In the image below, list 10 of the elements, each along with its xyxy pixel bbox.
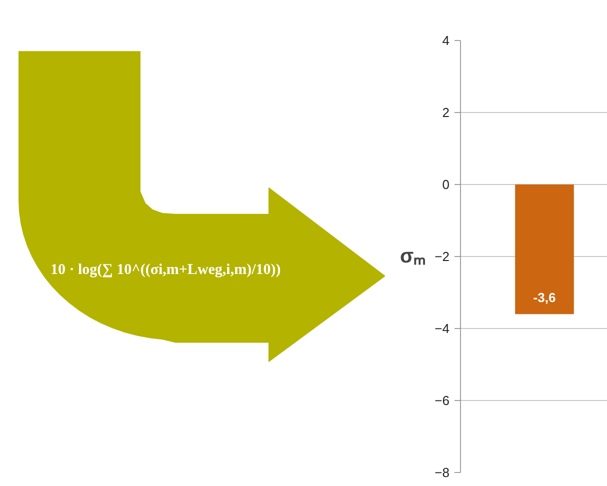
y-tick-label: −8 bbox=[434, 465, 450, 480]
y-axis-title: σₘ bbox=[400, 246, 426, 268]
data-label: -3,6 bbox=[533, 290, 556, 306]
text: 10 · log(∑ 10^((σi,m+Lweg,i,m)/10)) bbox=[50, 262, 281, 278]
y-tick-label: −2 bbox=[434, 249, 450, 264]
y-tick-label: −4 bbox=[434, 321, 450, 336]
y-tick-label: −6 bbox=[434, 393, 450, 408]
y-tick-label: 0 bbox=[442, 177, 450, 192]
y-tick-label: 2 bbox=[442, 105, 450, 120]
y-tick-label: 4 bbox=[442, 33, 450, 48]
